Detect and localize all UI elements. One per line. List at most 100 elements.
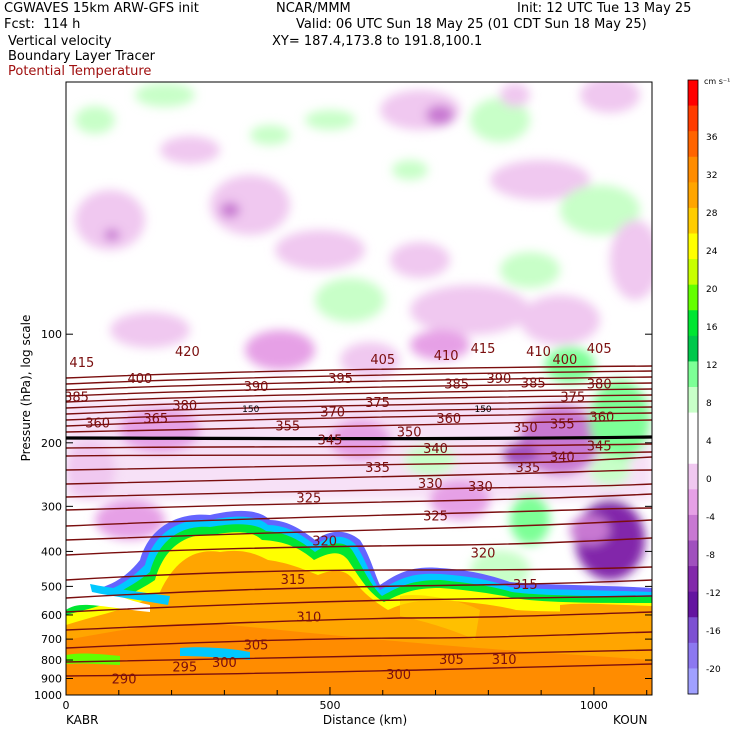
colorbar-swatch [688, 591, 698, 618]
plot-frame [65, 81, 653, 696]
theta-label: 340 [550, 451, 575, 466]
theta-label: 400 [552, 353, 577, 368]
theta-label: 380 [587, 378, 612, 393]
colorbar-label: 24 [706, 247, 718, 257]
theta-label: 395 [328, 372, 353, 387]
colorbar-label: 32 [706, 171, 717, 181]
theta-label: 315 [513, 578, 538, 593]
colorbar-label: -4 [706, 513, 715, 523]
colorbar-swatch [688, 566, 698, 593]
colorbar-label: 12 [706, 361, 717, 371]
theta-contours [66, 365, 652, 677]
y-tick-label: 300 [41, 500, 62, 513]
colorbar-swatch [688, 642, 698, 669]
colorbar-swatch [688, 540, 698, 567]
end-station-label: KOUN [613, 713, 647, 727]
y-tick-label: 400 [41, 545, 62, 558]
colorbar-swatch [688, 489, 698, 516]
field-boundary-layer-tracer: Boundary Layer Tracer [8, 49, 155, 64]
valid-time: Valid: 06 UTC Sun 18 May 25 (01 CDT Sun … [296, 17, 647, 32]
theta-label: 310 [296, 611, 321, 626]
theta-label: 350 [397, 425, 422, 440]
colorbar-swatch [688, 412, 698, 439]
model-title: CGWAVES 15km ARW-GFS init [4, 1, 199, 16]
theta-label: 350 [513, 421, 538, 436]
theta-label: 325 [423, 509, 448, 524]
theta-label: 315 [281, 573, 306, 588]
x-axis-title: Distance (km) [323, 713, 407, 727]
colorbar-label: -16 [706, 627, 721, 637]
org-label: NCAR/MMM [276, 1, 351, 16]
colorbar-label: 20 [706, 285, 718, 295]
forecast-hour: Fcst: 114 h [4, 17, 81, 32]
theta-label: 320 [471, 546, 496, 561]
y-tick-label: 800 [41, 654, 62, 667]
x-axis: 0 500 1000 [63, 687, 648, 712]
colorbar-swatch [688, 463, 698, 490]
colorbar-swatch [688, 361, 698, 388]
colorbar-swatch [688, 259, 698, 286]
colorbar-swatch [688, 182, 698, 209]
colorbar-swatch [688, 80, 698, 107]
y-tick-label: 200 [41, 437, 62, 450]
y-tick-label: 700 [41, 633, 62, 646]
theta-label: 380 [172, 399, 197, 414]
colorbar-swatch [688, 131, 698, 158]
theta-label: 400 [127, 372, 152, 387]
colorbar-swatch [688, 310, 698, 337]
theta-label: 405 [370, 353, 395, 368]
theta-label: 360 [589, 410, 614, 425]
colorbar-swatch [688, 514, 698, 541]
theta-label: 300 [386, 668, 411, 683]
colorbar-label: 4 [706, 437, 712, 447]
theta-label: 340 [423, 442, 448, 457]
colorbar-swatch [688, 387, 698, 414]
theta-label: 330 [418, 477, 443, 492]
y-tick-label: 500 [41, 580, 62, 593]
y-axis-title: Pressure (hPa), log scale [19, 315, 33, 462]
colorbar-swatch [688, 668, 698, 695]
theta-label: 365 [143, 412, 168, 427]
colorbar-swatch [688, 156, 698, 183]
theta-label: 420 [175, 345, 200, 360]
theta-label: 385 [64, 391, 89, 406]
theta-label: 410 [526, 345, 551, 360]
colorbar-label: -12 [706, 589, 721, 599]
theta-label: 290 [112, 672, 137, 687]
theta-label: 390 [486, 372, 511, 387]
colorbar-label: 0 [706, 475, 712, 485]
y-tick-label: 1000 [34, 689, 62, 702]
tropopause-label: 150 [474, 405, 491, 415]
colorbar-units: cm s⁻¹ [704, 77, 730, 86]
colorbar-frame [687, 79, 699, 695]
theta-label: 375 [560, 391, 585, 406]
theta-label: 360 [85, 417, 110, 432]
x-tick-label: 1000 [580, 699, 608, 712]
x-tick-label: 0 [63, 699, 70, 712]
colorbar-label: 28 [706, 209, 718, 219]
theta-label: 325 [296, 491, 321, 506]
colorbar: 36 32 28 24 20 16 12 8 4 0 -4 -8 -12 -16 -20 [687, 79, 721, 695]
tropopause-line [66, 435, 652, 441]
theta-label: 335 [516, 461, 541, 476]
theta-label: 415 [69, 356, 94, 371]
theta-label: 385 [521, 377, 546, 392]
plot-area: 415 420 405 410 415 410 405 400 390 395 385 390 385 4… [64, 82, 652, 695]
colorbar-swatch [688, 105, 698, 132]
theta-label: 345 [587, 440, 612, 455]
init-time: Init: 12 UTC Tue 13 May 25 [517, 1, 692, 16]
theta-label: 310 [492, 653, 517, 668]
theta-label-layer: 415 420 405 410 415 410 405 400 390 395 385 390 385 4… [64, 342, 614, 687]
y-tick-label: 100 [41, 328, 62, 341]
colorbar-label: 16 [706, 323, 718, 333]
colorbar-swatch [688, 617, 698, 644]
theta-label: 305 [244, 639, 269, 654]
theta-label: 355 [550, 418, 575, 433]
colorbar-swatch [688, 335, 698, 362]
colorbar-swatch [688, 284, 698, 311]
theta-label: 415 [471, 342, 496, 357]
theta-label: 355 [275, 419, 300, 434]
theta-label: 385 [444, 378, 469, 393]
colorbar-swatch [688, 438, 698, 465]
